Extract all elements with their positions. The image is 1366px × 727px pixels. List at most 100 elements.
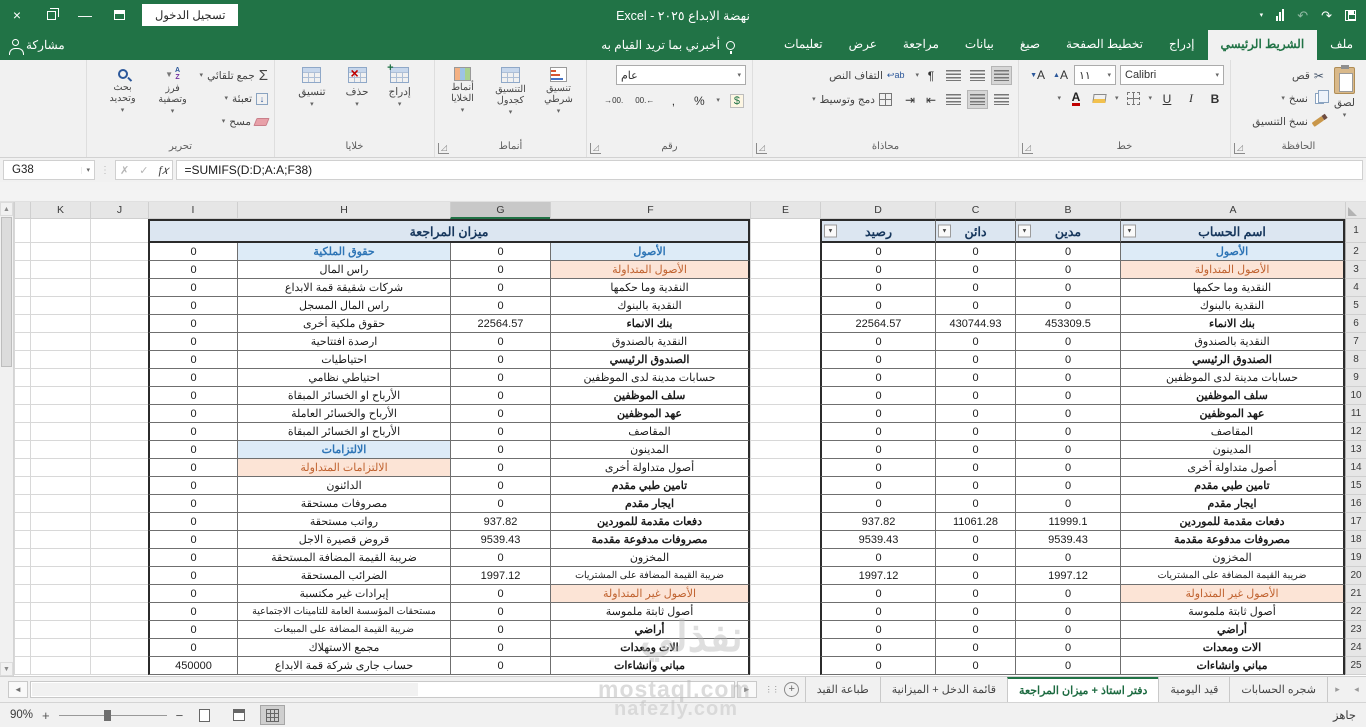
cell-stub-9[interactable] bbox=[14, 369, 30, 387]
cell-K4[interactable] bbox=[30, 279, 90, 297]
cell-D8[interactable]: 0 bbox=[820, 351, 935, 369]
cancel-formula-icon[interactable]: ✗ bbox=[120, 164, 130, 177]
wrap-text-button[interactable]: ab↩ التفاف النص bbox=[829, 65, 904, 86]
cell-A20[interactable]: ضريبة القيمة المضافة على المشتريات bbox=[1120, 567, 1345, 585]
cell-E17[interactable] bbox=[750, 513, 820, 531]
cell-H2[interactable]: حقوق الملكية bbox=[237, 243, 450, 261]
cell-K12[interactable] bbox=[30, 423, 90, 441]
cell-A3[interactable]: الأصول المتداولة bbox=[1120, 261, 1345, 279]
cell-K18[interactable] bbox=[30, 531, 90, 549]
cell-E20[interactable] bbox=[750, 567, 820, 585]
sort-filter-button[interactable]: A Z ▼ فرز وتصفية ▾ bbox=[151, 65, 195, 115]
increase-decimal-button[interactable]: ←.00 bbox=[635, 96, 655, 105]
cell-G10[interactable]: 0 bbox=[450, 387, 550, 405]
formula-input[interactable]: =SUMIFS(D:D;A:A;F38) bbox=[176, 160, 1363, 180]
cell-J20[interactable] bbox=[90, 567, 148, 585]
sheet-nav-left-icon[interactable]: ▸ bbox=[1335, 684, 1340, 694]
column-header-F[interactable]: F bbox=[550, 202, 750, 219]
cell-E8[interactable] bbox=[750, 351, 820, 369]
cell-B23[interactable]: 0 bbox=[1015, 621, 1120, 639]
cell-G12[interactable]: 0 bbox=[450, 423, 550, 441]
cell-G24[interactable]: 0 bbox=[450, 639, 550, 657]
cell-F24[interactable]: الات ومعدات bbox=[550, 639, 750, 657]
cell-C9[interactable]: 0 bbox=[935, 369, 1015, 387]
cell-C13[interactable]: 0 bbox=[935, 441, 1015, 459]
cell-E16[interactable] bbox=[750, 495, 820, 513]
cell-F9[interactable]: حسابات مدينة لدى الموظفين bbox=[550, 369, 750, 387]
cell-K14[interactable] bbox=[30, 459, 90, 477]
cell-B25[interactable]: 0 bbox=[1015, 657, 1120, 675]
cell-H8[interactable]: احتياطيات bbox=[237, 351, 450, 369]
decrease-decimal-button[interactable]: .00→ bbox=[604, 96, 624, 105]
cell-G21[interactable]: 0 bbox=[450, 585, 550, 603]
cell-J4[interactable] bbox=[90, 279, 148, 297]
column-header-D[interactable]: D bbox=[820, 202, 935, 219]
cell-F6[interactable]: بنك الانماء bbox=[550, 315, 750, 333]
cell-A22[interactable]: أصول ثابتة ملموسة bbox=[1120, 603, 1345, 621]
close-window-button[interactable]: × bbox=[12, 7, 22, 23]
undo-icon[interactable]: ↶ bbox=[1297, 7, 1309, 23]
cell-K1[interactable] bbox=[30, 219, 90, 243]
header-cell-B1[interactable]: مدين ▼ bbox=[1015, 219, 1120, 243]
cell-E12[interactable] bbox=[750, 423, 820, 441]
cell-F25[interactable]: مباني وانشاءات bbox=[550, 657, 750, 675]
zoom-out-icon[interactable]: − bbox=[175, 707, 184, 723]
cell-G23[interactable]: 0 bbox=[450, 621, 550, 639]
cell-I8[interactable]: 0 bbox=[148, 351, 237, 369]
cell-J25[interactable] bbox=[90, 657, 148, 675]
cell-E4[interactable] bbox=[750, 279, 820, 297]
cell-A16[interactable]: ايجار مقدم bbox=[1120, 495, 1345, 513]
cell-K24[interactable] bbox=[30, 639, 90, 657]
cell-stub-19[interactable] bbox=[14, 549, 30, 567]
cell-H22[interactable]: مستحقات المؤسسة العامة للتامينات الاجتما… bbox=[237, 603, 450, 621]
header-cell-C1[interactable]: دائن ▼ bbox=[935, 219, 1015, 243]
merge-center-button[interactable]: دمج وتوسيط ▾ bbox=[812, 89, 892, 110]
cell-A17[interactable]: دفعات مقدمة للموردين bbox=[1120, 513, 1345, 531]
cell-stub-14[interactable] bbox=[14, 459, 30, 477]
filter-button-C1[interactable]: ▼ bbox=[938, 224, 951, 238]
cell-I11[interactable]: 0 bbox=[148, 405, 237, 423]
column-header-K[interactable]: K bbox=[30, 202, 90, 219]
cell-K17[interactable] bbox=[30, 513, 90, 531]
cell-E1[interactable] bbox=[750, 219, 820, 243]
cell-F5[interactable]: النقدية بالبنوك bbox=[550, 297, 750, 315]
cell-J8[interactable] bbox=[90, 351, 148, 369]
cell-I22[interactable]: 0 bbox=[148, 603, 237, 621]
sheet-tab-print-entry[interactable]: طباعة القيد bbox=[804, 677, 880, 702]
cell-K7[interactable] bbox=[30, 333, 90, 351]
cell-J12[interactable] bbox=[90, 423, 148, 441]
cell-E10[interactable] bbox=[750, 387, 820, 405]
cell-K23[interactable] bbox=[30, 621, 90, 639]
horizontal-scroll-track[interactable] bbox=[30, 681, 735, 698]
cell-I12[interactable]: 0 bbox=[148, 423, 237, 441]
cell-C14[interactable]: 0 bbox=[935, 459, 1015, 477]
column-header-H[interactable]: H bbox=[237, 202, 450, 219]
cell-H24[interactable]: مجمع الاستهلاك bbox=[237, 639, 450, 657]
cell-D21[interactable]: 0 bbox=[820, 585, 935, 603]
cell-A12[interactable]: المقاصف bbox=[1120, 423, 1345, 441]
cell-C2[interactable]: 0 bbox=[935, 243, 1015, 261]
cell-J16[interactable] bbox=[90, 495, 148, 513]
align-center-button[interactable] bbox=[967, 90, 988, 109]
cell-F22[interactable]: أصول ثابتة ملموسة bbox=[550, 603, 750, 621]
cell-B24[interactable]: 0 bbox=[1015, 639, 1120, 657]
cell-I9[interactable]: 0 bbox=[148, 369, 237, 387]
row-header-25[interactable]: 25 bbox=[1345, 657, 1366, 675]
cell-C15[interactable]: 0 bbox=[935, 477, 1015, 495]
row-header-7[interactable]: 7 bbox=[1345, 333, 1366, 351]
chart-icon[interactable] bbox=[1276, 9, 1285, 21]
cell-stub-20[interactable] bbox=[14, 567, 30, 585]
comma-style-button[interactable]: , bbox=[671, 93, 676, 108]
cell-stub-4[interactable] bbox=[14, 279, 30, 297]
cell-B4[interactable]: 0 bbox=[1015, 279, 1120, 297]
font-dialog-launcher[interactable]: ◿ bbox=[1022, 143, 1033, 154]
font-size-combo[interactable]: ١١ ▾ bbox=[1074, 65, 1116, 85]
hscroll-right-icon[interactable]: ► bbox=[736, 681, 757, 698]
cell-I17[interactable]: 0 bbox=[148, 513, 237, 531]
cell-J9[interactable] bbox=[90, 369, 148, 387]
cell-D4[interactable]: 0 bbox=[820, 279, 935, 297]
cell-I19[interactable]: 0 bbox=[148, 549, 237, 567]
cell-C8[interactable]: 0 bbox=[935, 351, 1015, 369]
cell-H15[interactable]: الدائنون bbox=[237, 477, 450, 495]
minimize-window-button[interactable]: — bbox=[78, 7, 92, 23]
